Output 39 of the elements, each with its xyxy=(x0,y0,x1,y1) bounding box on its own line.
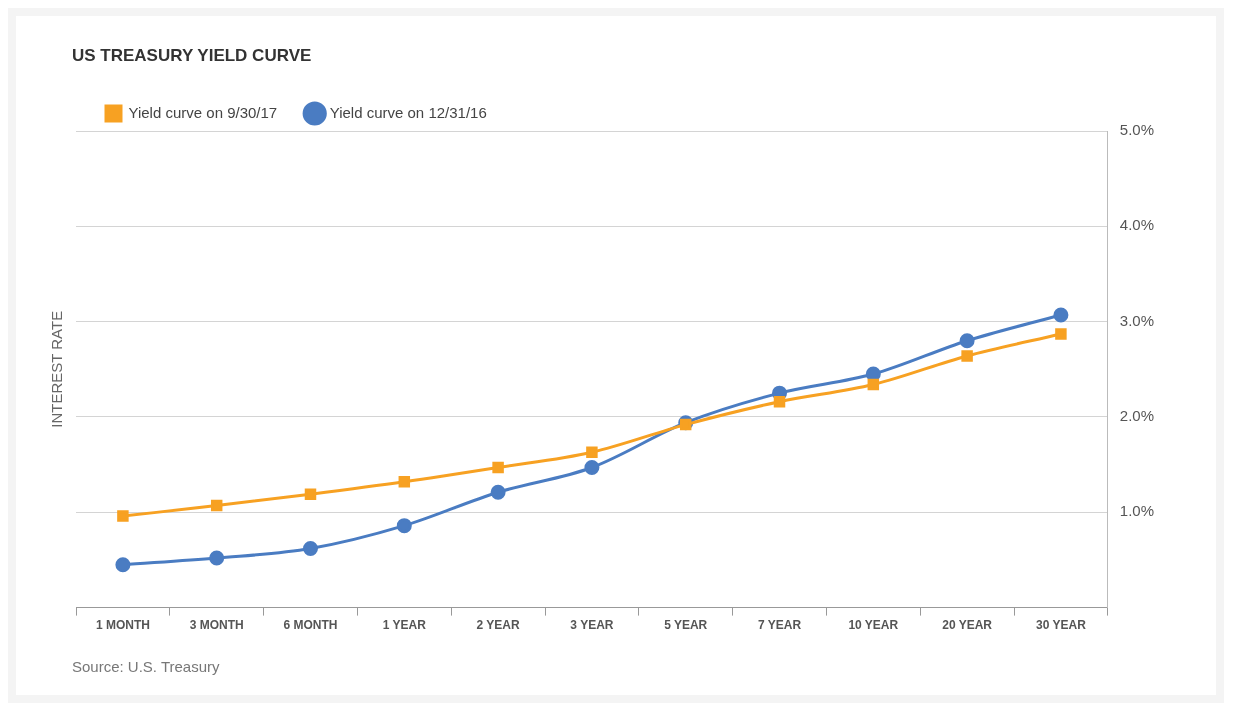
point xyxy=(304,488,317,500)
legend-label: Yield curve on 9/30/17 xyxy=(128,103,278,121)
point xyxy=(773,395,786,408)
point xyxy=(867,378,880,391)
x-tick-label: 1 YEAR xyxy=(382,618,427,633)
x-tick-label: 3 YEAR xyxy=(570,618,614,633)
point xyxy=(584,459,600,475)
point xyxy=(492,461,504,474)
x-tick-label: 3 MONTH xyxy=(189,618,244,633)
x-tick-label: 2 YEAR xyxy=(476,618,520,633)
point xyxy=(490,484,506,500)
chart-title: US TREASURY YIELD CURVE xyxy=(72,46,313,66)
x-tick-label: 10 YEAR xyxy=(848,618,899,633)
x-tick-label: 7 YEAR xyxy=(757,618,802,633)
x-tick-label: 1 MONTH xyxy=(95,618,150,633)
point xyxy=(1053,307,1069,323)
point xyxy=(586,446,598,458)
x-tick-label: 30 YEAR xyxy=(1036,618,1087,633)
point xyxy=(396,518,412,534)
y-tick-label: 2.0% xyxy=(1119,407,1155,425)
y-tick-label: 4.0% xyxy=(1119,216,1155,234)
x-tick-label: 20 YEAR xyxy=(942,618,993,633)
y-tick-label: 5.0% xyxy=(1119,121,1155,139)
point xyxy=(303,541,318,556)
source-note: Source: U.S. Treasury xyxy=(72,658,221,675)
y-axis-title: INTEREST RATE xyxy=(48,310,66,428)
point xyxy=(115,557,131,573)
y-tick-label: 3.0% xyxy=(1119,311,1155,329)
point xyxy=(209,550,225,566)
point xyxy=(398,476,411,488)
legend-label: Yield curve on 12/31/16 xyxy=(329,103,487,121)
point xyxy=(1055,328,1067,340)
point xyxy=(210,499,223,512)
x-tick-label: 5 YEAR xyxy=(664,618,708,633)
x-tick-label: 6 MONTH xyxy=(283,618,338,633)
point xyxy=(117,510,129,522)
y-tick-label: 1.0% xyxy=(1119,502,1155,520)
point xyxy=(961,350,973,362)
point xyxy=(959,333,975,349)
